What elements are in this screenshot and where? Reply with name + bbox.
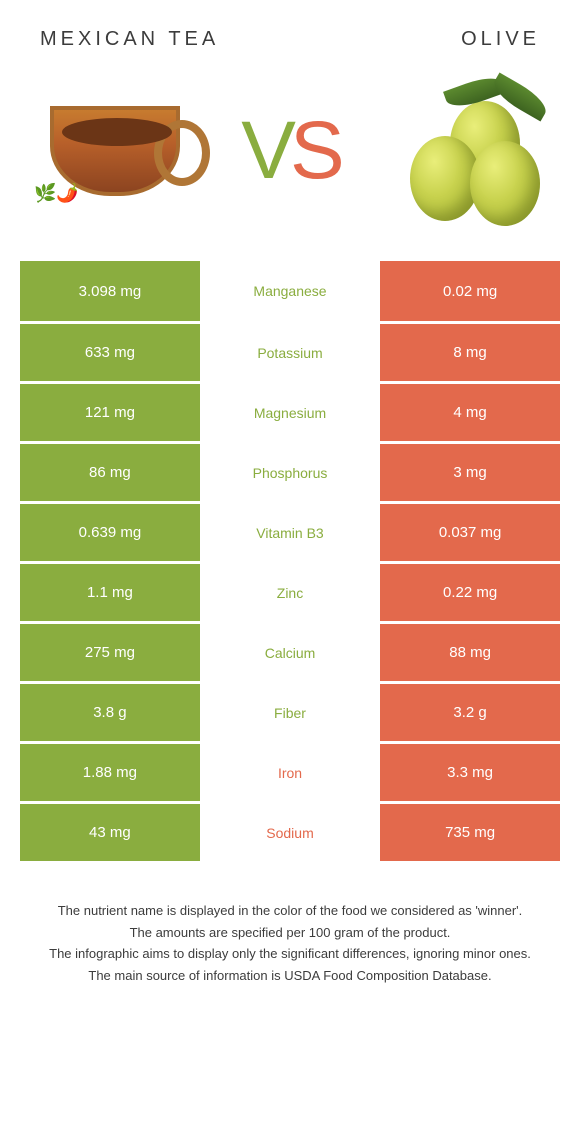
nutrient-label: Potassium bbox=[200, 324, 380, 381]
table-row: 1.88 mgIron3.3 mg bbox=[20, 741, 560, 801]
footer-line: The nutrient name is displayed in the co… bbox=[30, 901, 550, 921]
value-left: 3.8 g bbox=[20, 684, 200, 741]
image-row: 🌿🌶️ VS bbox=[20, 51, 560, 261]
table-row: 86 mgPhosphorus3 mg bbox=[20, 441, 560, 501]
value-left: 3.098 mg bbox=[20, 261, 200, 321]
value-right: 0.22 mg bbox=[380, 564, 560, 621]
value-right: 0.037 mg bbox=[380, 504, 560, 561]
value-left: 1.1 mg bbox=[20, 564, 200, 621]
table-row: 3.8 gFiber3.2 g bbox=[20, 681, 560, 741]
footer-line: The amounts are specified per 100 gram o… bbox=[30, 923, 550, 943]
food-left-image: 🌿🌶️ bbox=[30, 81, 200, 221]
table-row: 275 mgCalcium88 mg bbox=[20, 621, 560, 681]
table-row: 3.098 mgManganese0.02 mg bbox=[20, 261, 560, 321]
table-row: 121 mgMagnesium4 mg bbox=[20, 381, 560, 441]
food-right-image bbox=[380, 81, 550, 221]
nutrient-label: Magnesium bbox=[200, 384, 380, 441]
nutrient-label: Zinc bbox=[200, 564, 380, 621]
vs-s: S bbox=[290, 104, 339, 198]
value-right: 8 mg bbox=[380, 324, 560, 381]
footer-notes: The nutrient name is displayed in the co… bbox=[20, 861, 560, 985]
value-right: 3.3 mg bbox=[380, 744, 560, 801]
value-right: 735 mg bbox=[380, 804, 560, 861]
value-left: 0.639 mg bbox=[20, 504, 200, 561]
value-left: 86 mg bbox=[20, 444, 200, 501]
nutrient-table: 3.098 mgManganese0.02 mg633 mgPotassium8… bbox=[20, 261, 560, 861]
nutrient-label: Fiber bbox=[200, 684, 380, 741]
value-left: 121 mg bbox=[20, 384, 200, 441]
table-row: 0.639 mgVitamin B30.037 mg bbox=[20, 501, 560, 561]
nutrient-label: Calcium bbox=[200, 624, 380, 681]
nutrient-label: Vitamin B3 bbox=[200, 504, 380, 561]
food-left-title: Mexican Tea bbox=[40, 28, 219, 51]
value-left: 275 mg bbox=[20, 624, 200, 681]
value-right: 3 mg bbox=[380, 444, 560, 501]
nutrient-label: Phosphorus bbox=[200, 444, 380, 501]
food-right-title: Olive bbox=[461, 28, 540, 51]
herbs-icon: 🌿🌶️ bbox=[34, 183, 79, 204]
olives-icon bbox=[380, 81, 550, 221]
value-right: 3.2 g bbox=[380, 684, 560, 741]
table-row: 1.1 mgZinc0.22 mg bbox=[20, 561, 560, 621]
value-right: 88 mg bbox=[380, 624, 560, 681]
value-right: 4 mg bbox=[380, 384, 560, 441]
nutrient-label: Iron bbox=[200, 744, 380, 801]
table-row: 43 mgSodium735 mg bbox=[20, 801, 560, 861]
nutrient-label: Sodium bbox=[200, 804, 380, 861]
value-left: 1.88 mg bbox=[20, 744, 200, 801]
table-row: 633 mgPotassium8 mg bbox=[20, 321, 560, 381]
vs-v: V bbox=[241, 104, 290, 198]
nutrient-label: Manganese bbox=[200, 261, 380, 321]
value-left: 633 mg bbox=[20, 324, 200, 381]
value-left: 43 mg bbox=[20, 804, 200, 861]
footer-line: The main source of information is USDA F… bbox=[30, 966, 550, 986]
vs-label: VS bbox=[241, 104, 338, 198]
value-right: 0.02 mg bbox=[380, 261, 560, 321]
footer-line: The infographic aims to display only the… bbox=[30, 944, 550, 964]
teacup-icon: 🌿🌶️ bbox=[50, 106, 180, 196]
header: Mexican Tea Olive bbox=[20, 28, 560, 51]
